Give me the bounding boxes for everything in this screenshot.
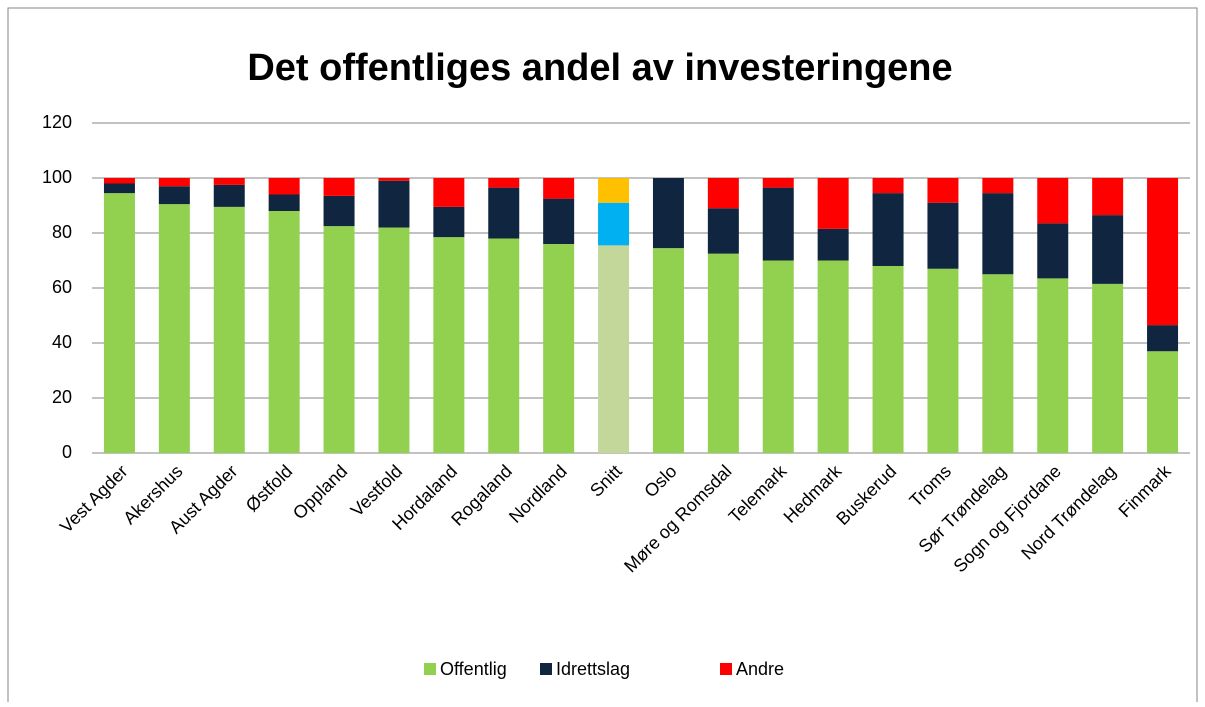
bar-segment	[158, 204, 190, 453]
bar-segment	[488, 187, 520, 239]
bar-segment	[1147, 178, 1179, 326]
bar-segment	[323, 195, 355, 227]
legend-swatch	[540, 663, 552, 675]
chart-frame	[7, 7, 1198, 707]
x-tick-label: Vest Agder	[56, 461, 132, 537]
bar-segment	[323, 226, 355, 453]
bar-segment	[213, 178, 245, 185]
bar-segment	[707, 253, 739, 453]
bar-segment	[268, 194, 300, 211]
x-tick-label: Buskerud	[832, 461, 900, 529]
bar-segment	[378, 180, 410, 228]
bar-segment	[652, 178, 684, 249]
x-tick-label: Troms	[905, 461, 955, 511]
bar-segment	[103, 183, 135, 194]
bar-segment	[103, 193, 135, 453]
legend-label: Andre	[736, 659, 784, 679]
y-tick-label: 100	[42, 167, 72, 187]
bar-segment	[433, 178, 465, 207]
bar-segment	[378, 178, 410, 181]
bar-segment	[543, 244, 575, 453]
bar-segment	[817, 228, 849, 261]
y-tick-label: 120	[42, 112, 72, 132]
bar-segment	[762, 178, 794, 188]
y-tick-label: 80	[52, 222, 72, 242]
bar-segment	[268, 178, 300, 195]
bar-segment	[598, 202, 630, 246]
chart-title: Det offentliges andel av investeringene	[247, 47, 952, 89]
bar-segment	[872, 178, 904, 194]
x-tick-label: Finmark	[1115, 460, 1176, 521]
bar-segment	[927, 268, 959, 453]
bar-segment	[762, 187, 794, 261]
bar-segment	[1037, 223, 1069, 279]
legend-swatch	[424, 663, 436, 675]
bar-segment	[433, 237, 465, 453]
x-tick-label: Telemark	[725, 460, 791, 526]
legend-swatch	[720, 663, 732, 675]
bar-segment	[652, 248, 684, 453]
x-tick-label: Snitt	[586, 461, 626, 501]
x-tick-label: Nordland	[505, 461, 571, 527]
bar-segment	[982, 193, 1014, 275]
bar-segment	[872, 193, 904, 266]
bar-segment	[158, 186, 190, 205]
bar-segment	[982, 274, 1014, 453]
x-tick-label: Oppland	[289, 461, 351, 523]
bar-segment	[213, 206, 245, 453]
bar-segment	[1147, 351, 1179, 453]
bar-segment	[762, 260, 794, 453]
bar-segment	[158, 178, 190, 187]
bar-segment	[927, 202, 959, 269]
y-tick-label: 0	[62, 442, 72, 462]
bar-segment	[543, 178, 575, 199]
x-tick-label: Nord Trøndelag	[1017, 461, 1120, 564]
bar-segment	[1092, 215, 1124, 284]
x-tick-label: Rogaland	[447, 461, 516, 530]
y-tick-label: 20	[52, 387, 72, 407]
bar-segment	[488, 178, 520, 188]
y-tick-label: 60	[52, 277, 72, 297]
bar-segment	[323, 178, 355, 196]
y-tick-label: 40	[52, 332, 72, 352]
bar-segment	[378, 227, 410, 453]
bar-segment	[817, 178, 849, 229]
bar-segment	[1092, 178, 1124, 216]
x-tick-label: Møre og Romsdal	[620, 461, 735, 576]
bar-segment	[488, 238, 520, 453]
bar-segment	[707, 208, 739, 254]
bar-segment	[543, 198, 575, 244]
legend-label: Idrettslag	[556, 659, 630, 679]
bar-segment	[1092, 283, 1124, 453]
bar-segment	[872, 266, 904, 453]
legend-label: Offentlig	[440, 659, 507, 679]
bar-segment	[598, 245, 630, 453]
bar-segment	[433, 206, 465, 238]
x-tick-label: Oslo	[640, 461, 680, 501]
bar-segment	[707, 178, 739, 209]
bar-segment	[982, 178, 1014, 194]
bar-segment	[268, 211, 300, 453]
bar-segment	[1037, 278, 1069, 453]
x-tick-label: Østfold	[242, 461, 296, 515]
bar-segment	[213, 184, 245, 207]
bar-segment	[1147, 325, 1179, 352]
bar-segment	[927, 178, 959, 203]
bar-segment	[598, 178, 630, 203]
bar-segment	[817, 260, 849, 453]
bar-segment	[1037, 178, 1069, 224]
bar-segment	[103, 178, 135, 184]
